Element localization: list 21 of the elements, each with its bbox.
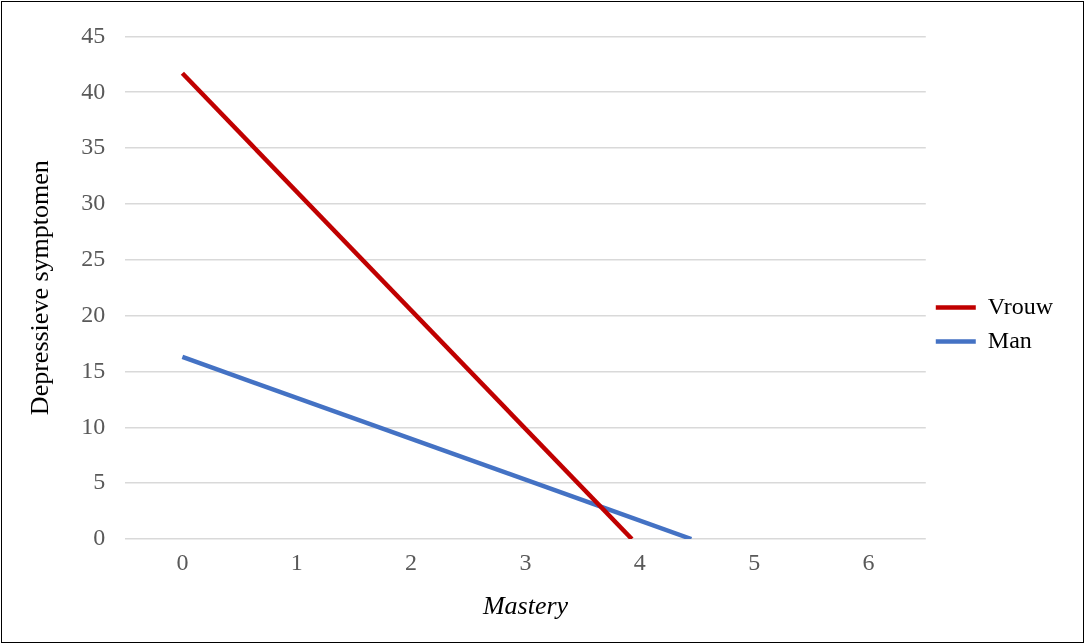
y-tick-label: 25 [81,245,106,272]
x-tick-label: 1 [290,548,303,575]
x-tick-label: 0 [176,548,189,575]
x-tick-label: 4 [633,548,646,575]
y-tick-label: 30 [81,189,106,216]
y-tick-label: 40 [81,77,106,104]
x-tick-label: 2 [405,548,418,575]
y-tick-label: 20 [81,300,106,327]
y-tick-label: 5 [93,468,106,495]
y-tick-label: 10 [81,412,106,439]
y-tick-label: 15 [81,356,106,383]
y-tick-label: 35 [81,133,106,160]
x-axis-title: Mastery [481,591,569,621]
y-tick-label: 45 [81,21,106,48]
x-tick-label: 5 [748,548,761,575]
legend-label: Man [987,326,1032,353]
y-axis-title: Depressieve symptomen [25,160,55,416]
x-tick-label: 6 [862,548,875,575]
legend-label: Vrouw [987,292,1054,319]
y-tick-label: 0 [93,524,106,551]
x-tick-label: 3 [519,548,532,575]
